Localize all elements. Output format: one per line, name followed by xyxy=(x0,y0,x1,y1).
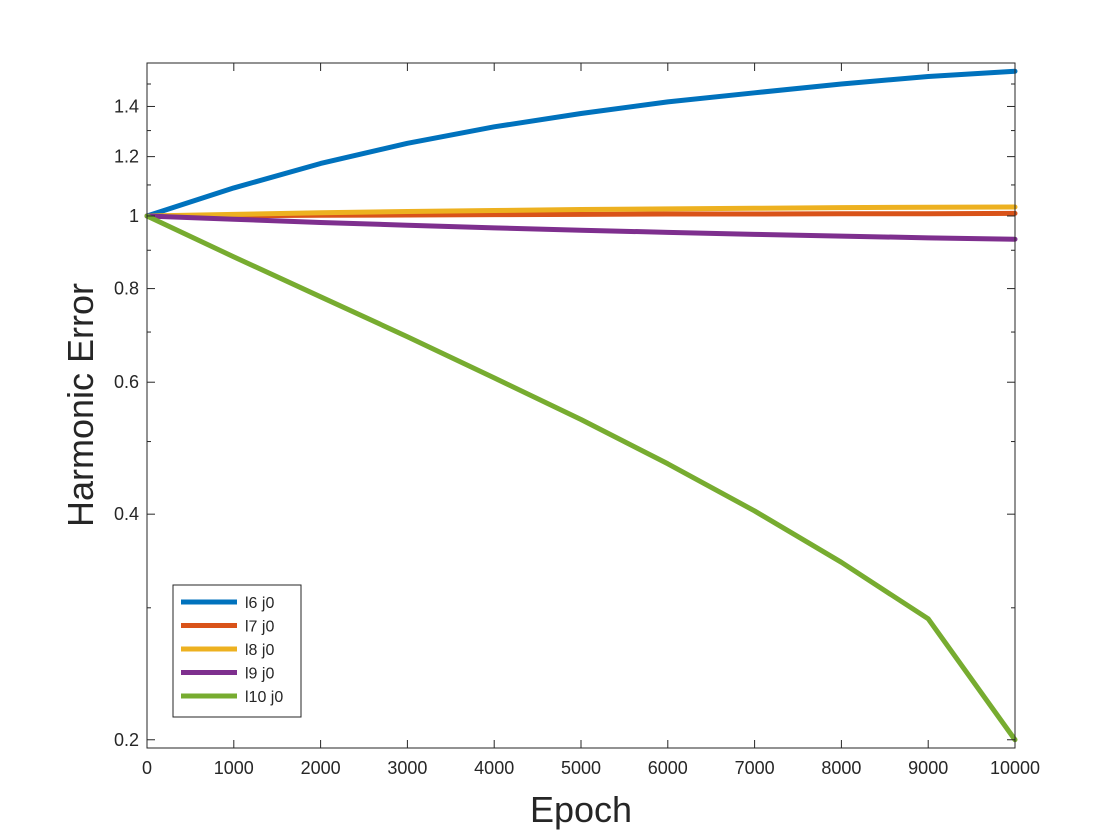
legend-label-5: l10 j0 xyxy=(245,689,283,706)
x-tick-label: 1000 xyxy=(214,758,254,778)
series-line-3 xyxy=(144,204,1018,219)
x-tick-label: 3000 xyxy=(387,758,427,778)
series-line-5 xyxy=(144,213,1018,743)
x-tick-label: 0 xyxy=(142,758,152,778)
y-tick-label: 1.4 xyxy=(114,96,139,116)
legend-label-2: l7 j0 xyxy=(245,619,274,636)
x-tick-label: 7000 xyxy=(735,758,775,778)
x-tick-label: 10000 xyxy=(990,758,1040,778)
legend-label-1: l6 j0 xyxy=(245,595,274,612)
y-axis-ticks: 0.2 0.4 0.6 0.8 1 1.2 1.4 xyxy=(114,83,1015,750)
y-tick-label: 1 xyxy=(129,206,139,226)
legend-label-3: l8 j0 xyxy=(245,642,274,659)
x-axis-title: Epoch xyxy=(530,789,632,830)
y-tick-label: 0.8 xyxy=(114,279,139,299)
series-line-1 xyxy=(144,68,1018,219)
x-tick-label: 4000 xyxy=(474,758,514,778)
x-axis-ticks: 0 1000 2000 3000 4000 5000 6000 7000 8000 9000 100… xyxy=(142,63,1040,778)
legend-label-4: l9 j0 xyxy=(245,666,274,683)
x-tick-label: 8000 xyxy=(821,758,861,778)
series-line-4 xyxy=(144,213,1018,242)
plot-lines xyxy=(144,68,1018,743)
y-tick-label: 1.2 xyxy=(114,147,139,167)
legend: l6 j0 l7 j0 l8 j0 l9 j0 l10 j0 xyxy=(172,584,302,718)
y-axis-title: Harmonic Error xyxy=(60,283,101,527)
y-tick-label: 0.2 xyxy=(114,730,139,750)
y-tick-label: 0.4 xyxy=(114,504,139,524)
x-tick-label: 2000 xyxy=(301,758,341,778)
x-tick-label: 9000 xyxy=(908,758,948,778)
y-tick-label: 0.6 xyxy=(114,372,139,392)
x-tick-label: 6000 xyxy=(648,758,688,778)
x-tick-label: 5000 xyxy=(561,758,601,778)
